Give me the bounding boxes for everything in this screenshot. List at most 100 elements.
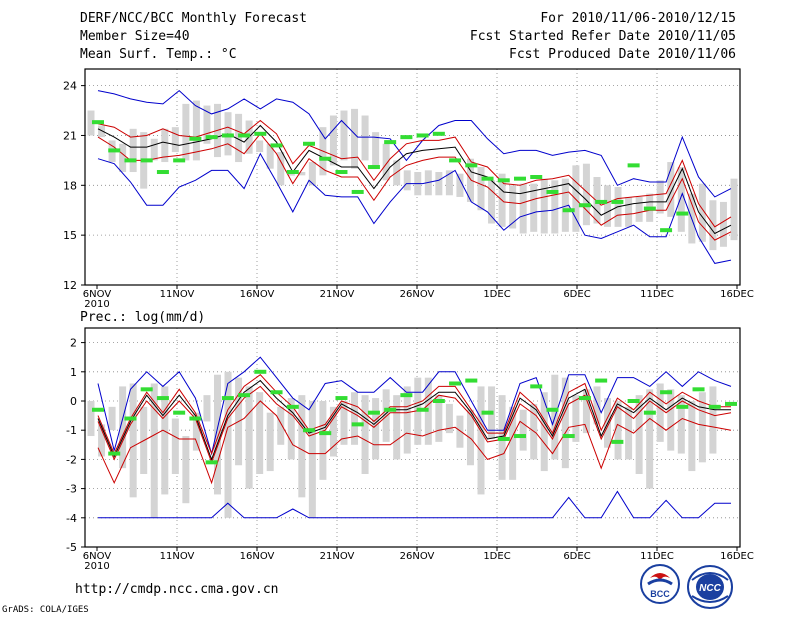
spread-box	[593, 386, 601, 425]
spread-box	[519, 409, 527, 451]
spread-box	[340, 110, 348, 161]
mean-marker	[676, 211, 689, 216]
mean-marker	[319, 431, 332, 436]
series-max-line	[97, 89, 732, 198]
mean-marker	[595, 378, 608, 383]
spread-box	[266, 412, 274, 472]
x-tick-label: 16NOV	[240, 289, 275, 300]
mean-marker	[221, 396, 234, 401]
chart-title: DERF/NCC/BCC Monthly Forecast	[80, 11, 307, 26]
mean-marker	[481, 410, 494, 415]
mean-marker	[351, 189, 364, 194]
spread-box	[224, 371, 232, 518]
spread-box	[456, 415, 464, 448]
spread-box	[266, 143, 274, 169]
mean-marker	[400, 135, 413, 140]
mean-marker	[303, 428, 315, 433]
spread-box	[540, 178, 548, 234]
x-tick-label: 11NOV	[160, 551, 195, 562]
spread-box	[108, 406, 116, 431]
spread-box	[635, 196, 643, 222]
spread-box	[403, 386, 411, 454]
mean-marker	[156, 170, 169, 175]
spread-box	[87, 401, 95, 437]
mean-marker	[303, 141, 315, 146]
plot-frame	[84, 68, 741, 286]
series-mean-line	[97, 379, 731, 461]
mean-marker	[465, 163, 478, 168]
prec-panel-title: Prec.: log(mm/d)	[80, 310, 206, 325]
mean-marker	[530, 384, 543, 389]
source-url[interactable]: http://cmdp.ncc.cma.gov.cn	[75, 582, 279, 597]
mean-marker	[578, 203, 591, 208]
spread-box	[477, 386, 485, 495]
spread-box	[582, 389, 590, 434]
mean-marker	[692, 387, 705, 392]
mean-marker	[254, 131, 267, 136]
mean-marker	[335, 170, 348, 175]
y-tick-label: -4	[66, 512, 77, 525]
spread-box	[119, 386, 127, 469]
grads-credit: GrADS: COLA/IGES	[2, 605, 89, 615]
spread-box	[688, 401, 696, 472]
series-q_upper-line	[97, 119, 732, 228]
plot-frame	[84, 327, 741, 548]
y-tick-label: 21	[63, 129, 77, 142]
spread-box	[488, 180, 496, 224]
spread-box	[361, 395, 369, 474]
spread-box	[171, 127, 179, 153]
series-q_upper-line	[97, 374, 731, 455]
mean-marker	[449, 381, 462, 386]
series-q_lower-line	[97, 385, 732, 464]
spread-box	[277, 406, 285, 445]
spread-box	[245, 386, 253, 489]
spread-box	[656, 383, 664, 442]
spread-box	[382, 389, 390, 442]
x-tick-label: 16DEC	[720, 551, 754, 562]
spread-box	[709, 386, 717, 454]
x-tick-label: 1DEC	[483, 551, 510, 562]
mean-marker	[286, 170, 299, 175]
mean-marker	[676, 404, 689, 409]
spread-box	[519, 183, 527, 234]
mean-marker	[449, 158, 462, 163]
series-max-line	[97, 356, 732, 456]
spread-box	[382, 143, 390, 181]
spread-box	[698, 183, 706, 242]
spread-box	[635, 395, 643, 474]
spread-box	[298, 172, 306, 176]
mean-marker	[367, 165, 380, 170]
x-tick-label: 26NOV	[400, 551, 435, 562]
spread-box	[192, 412, 200, 451]
mean-marker	[514, 434, 526, 439]
spread-box	[730, 178, 738, 241]
mean-marker	[384, 140, 397, 145]
mean-marker	[578, 396, 591, 401]
ncc-logo-text: NCC	[699, 583, 721, 594]
bcc-logo: BCC	[640, 564, 680, 604]
spread-box	[351, 392, 359, 445]
mean-marker	[432, 131, 445, 136]
mean-marker	[173, 410, 186, 415]
spread-box	[372, 398, 380, 460]
mean-marker	[108, 451, 121, 456]
x-tick-label: 6DEC	[563, 289, 590, 300]
spread-box	[171, 418, 179, 474]
spread-box	[119, 143, 127, 173]
spread-box	[161, 128, 169, 163]
forecast-period: For 2010/11/06-2010/12/15	[540, 11, 736, 26]
spread-box	[329, 115, 337, 166]
spread-box	[435, 395, 443, 442]
spread-box	[372, 132, 380, 168]
mean-marker	[319, 156, 332, 161]
spread-box	[203, 395, 211, 422]
spread-box	[203, 105, 211, 144]
spread-box	[509, 185, 517, 229]
series-lower_red-line	[97, 400, 732, 485]
spread-box	[235, 113, 243, 163]
spread-box	[129, 383, 137, 498]
spread-box	[604, 185, 612, 227]
spread-box	[572, 165, 580, 232]
mean-marker	[627, 399, 640, 403]
